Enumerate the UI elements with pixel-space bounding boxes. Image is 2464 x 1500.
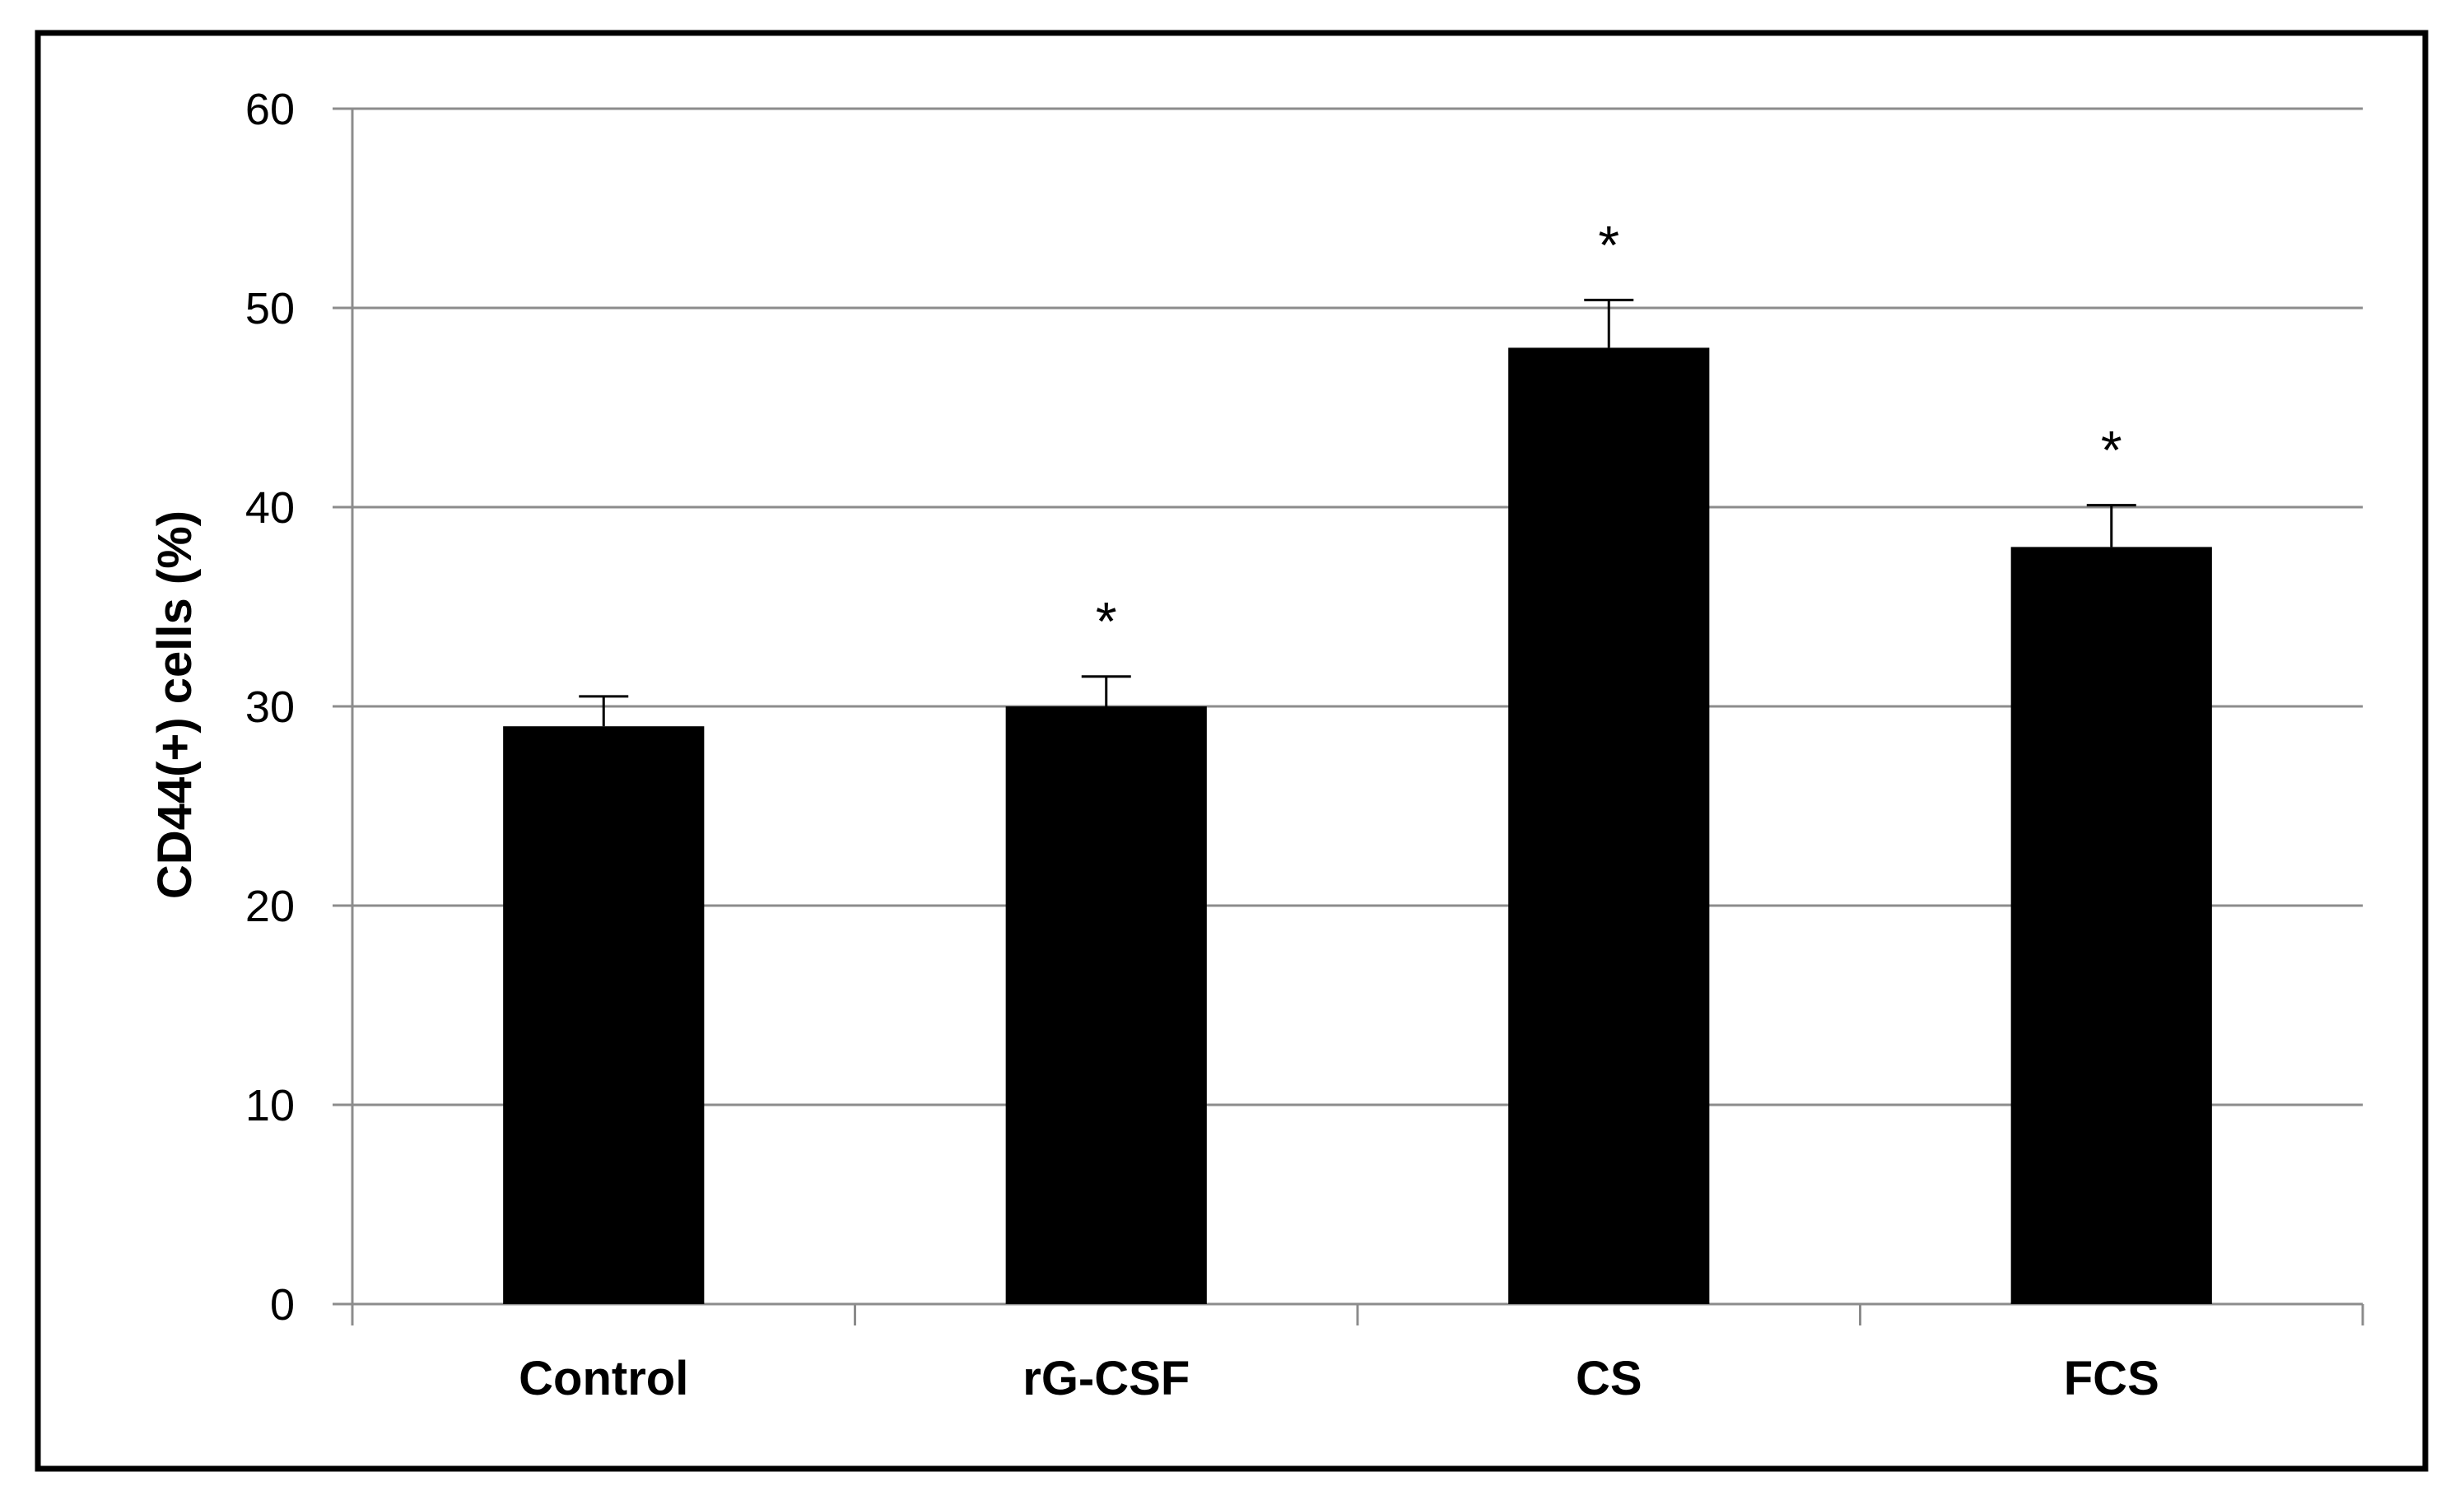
y-tick-label: 40	[245, 483, 295, 533]
y-tick-label: 30	[245, 682, 295, 732]
x-category-label: Control	[519, 1352, 688, 1405]
bar	[2010, 547, 2212, 1304]
significance-marker: *	[1096, 591, 1117, 652]
error-bars	[579, 298, 2136, 727]
y-tick-label: 60	[245, 85, 295, 134]
bars	[503, 347, 2212, 1304]
bar	[1508, 347, 1710, 1304]
x-category-label: CS	[1576, 1352, 1642, 1405]
x-category-label: FCS	[2064, 1352, 2159, 1405]
y-tick-label: 10	[245, 1081, 295, 1130]
y-tick-label: 20	[245, 882, 295, 931]
labels: 0 10 20 30 40 50 60 Control rG-CSF * CS * FCS *	[245, 85, 2159, 1405]
y-axis-title: CD44(+) cells (%)	[148, 510, 202, 899]
bar	[503, 726, 705, 1304]
significance-marker: *	[1598, 214, 1619, 275]
x-category-label: rG-CSF	[1022, 1352, 1190, 1405]
y-tick-label: 0	[270, 1280, 295, 1330]
significance-marker: *	[2101, 420, 2122, 481]
y-tick-label: 50	[245, 284, 295, 333]
bar	[1005, 706, 1207, 1304]
